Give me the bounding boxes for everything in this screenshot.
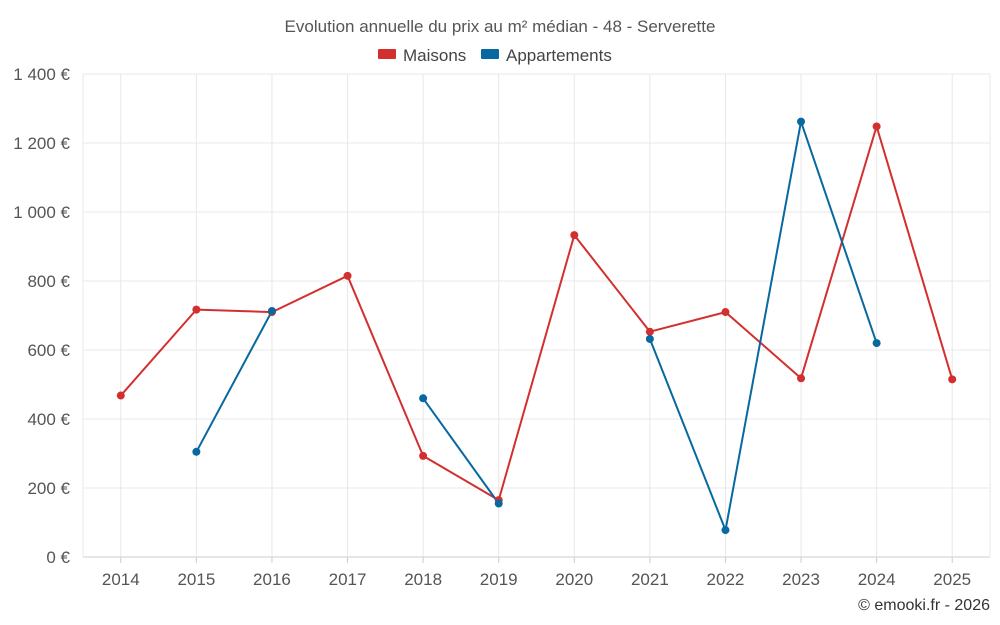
- x-tick-label: 2018: [404, 570, 442, 589]
- series-line-appartements: [648, 120, 878, 532]
- x-tick-label: 2025: [933, 570, 971, 589]
- x-tick-label: 2021: [631, 570, 669, 589]
- x-axis: 2014 2015 2016 2017 2018 2019 2020 2021 2022 2023…: [102, 557, 971, 589]
- x-tick-label: 2023: [782, 570, 820, 589]
- x-tick-label: 2017: [329, 570, 367, 589]
- x-tick-label: 2015: [177, 570, 215, 589]
- data-point-appartements[interactable]: [419, 394, 428, 403]
- series-line-appartements: [422, 397, 500, 505]
- y-tick-label: 0 €: [46, 548, 70, 567]
- x-tick-label: 2020: [555, 570, 593, 589]
- data-point-maisons[interactable]: [116, 391, 125, 400]
- credit-text: © emooki.fr - 2026: [858, 597, 990, 614]
- chart-title: Evolution annuelle du prix au m² médian …: [285, 17, 716, 36]
- data-point-appartements[interactable]: [721, 526, 730, 535]
- data-point-maisons[interactable]: [192, 305, 201, 314]
- plot-area: [116, 117, 957, 535]
- grid: [82, 73, 991, 558]
- x-tick-label: 2019: [480, 570, 518, 589]
- x-tick-label: 2024: [858, 570, 896, 589]
- y-tick-label: 1 000 €: [13, 203, 70, 222]
- data-point-maisons[interactable]: [872, 122, 881, 131]
- series-line-maisons: [120, 125, 954, 502]
- data-point-appartements[interactable]: [192, 447, 201, 456]
- y-axis: 0 € 200 € 400 € 600 € 800 € 1 000 € 1 200 € 1 4…: [13, 65, 70, 567]
- data-point-appartements[interactable]: [267, 307, 276, 316]
- data-point-maisons[interactable]: [419, 451, 428, 460]
- x-tick-label: 2016: [253, 570, 291, 589]
- legend-label-maisons[interactable]: Maisons: [403, 46, 466, 65]
- y-tick-label: 600 €: [27, 341, 70, 360]
- y-tick-label: 800 €: [27, 272, 70, 291]
- series-line-appartements: [195, 310, 273, 453]
- y-tick-label: 1 200 €: [13, 134, 70, 153]
- data-point-maisons[interactable]: [797, 374, 806, 383]
- data-point-maisons[interactable]: [948, 375, 957, 384]
- x-tick-label: 2022: [707, 570, 745, 589]
- data-point-maisons[interactable]: [570, 231, 579, 240]
- data-point-appartements[interactable]: [645, 334, 654, 343]
- y-tick-label: 200 €: [27, 479, 70, 498]
- data-point-appartements[interactable]: [797, 117, 806, 126]
- legend-swatch-appartements: [481, 49, 499, 59]
- data-point-maisons[interactable]: [721, 308, 730, 317]
- data-point-appartements[interactable]: [872, 339, 881, 348]
- legend-label-appartements[interactable]: Appartements: [506, 46, 612, 65]
- y-tick-label: 400 €: [27, 410, 70, 429]
- data-point-appartements[interactable]: [494, 499, 503, 508]
- legend-swatch-maisons: [378, 49, 396, 59]
- data-point-maisons[interactable]: [645, 327, 654, 336]
- data-point-maisons[interactable]: [343, 271, 352, 280]
- y-tick-label: 1 400 €: [13, 65, 70, 84]
- x-tick-label: 2014: [102, 570, 140, 589]
- legend[interactable]: Maisons Appartements: [378, 46, 612, 65]
